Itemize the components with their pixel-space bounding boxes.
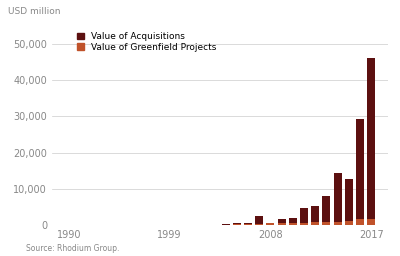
Bar <box>255 224 263 225</box>
Bar <box>278 219 286 223</box>
Bar <box>345 221 353 225</box>
Bar <box>322 196 330 222</box>
Bar <box>289 223 297 225</box>
Bar <box>233 224 241 225</box>
Bar <box>367 58 375 219</box>
Bar <box>266 222 274 223</box>
Bar <box>255 216 263 224</box>
Bar <box>345 179 353 221</box>
Bar <box>367 219 375 225</box>
Bar <box>334 222 342 225</box>
Bar <box>300 223 308 225</box>
Text: USD million: USD million <box>8 7 61 16</box>
Bar <box>300 208 308 223</box>
Bar <box>233 223 241 224</box>
Bar <box>311 206 319 222</box>
Bar <box>289 218 297 223</box>
Bar <box>266 223 274 225</box>
Bar <box>244 223 252 224</box>
Bar <box>222 224 230 225</box>
Bar <box>278 223 286 225</box>
Text: Source: Rhodium Group.: Source: Rhodium Group. <box>26 244 119 253</box>
Bar <box>356 119 364 219</box>
Bar <box>356 219 364 225</box>
Bar <box>244 224 252 225</box>
Legend: Value of Acquisitions, Value of Greenfield Projects: Value of Acquisitions, Value of Greenfie… <box>77 32 216 52</box>
Bar <box>311 222 319 225</box>
Bar <box>334 173 342 222</box>
Bar <box>322 222 330 225</box>
